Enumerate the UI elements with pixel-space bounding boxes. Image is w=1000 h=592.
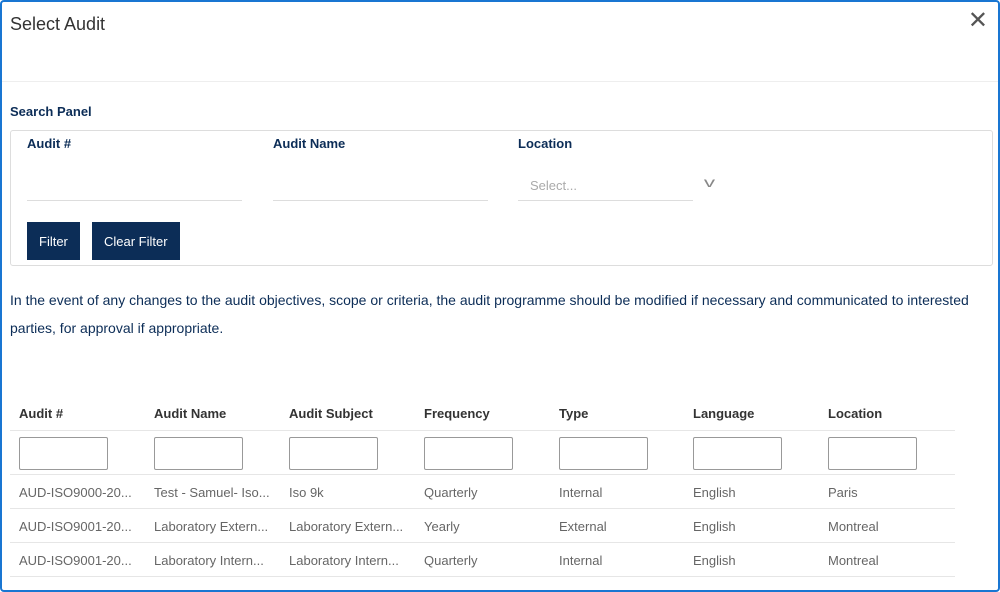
table-cell: AUD-ISO9000-20... <box>19 485 132 500</box>
audit-table: Audit # Audit Name Audit Subject Frequency T… <box>10 398 955 577</box>
table-cell: Test - Samuel- Iso... <box>154 485 270 500</box>
table-row[interactable]: AUD-ISO9001-20... Laboratory Intern... Lab… <box>10 543 955 577</box>
column-header[interactable]: Audit # <box>19 406 64 421</box>
filter-row <box>10 431 955 475</box>
table-cell: External <box>559 519 607 534</box>
modal-title: Select Audit <box>10 14 106 34</box>
table-header: Audit # Audit Name Audit Subject Frequency T… <box>10 398 955 431</box>
location-label: Location <box>518 136 573 151</box>
column-filter-input[interactable] <box>289 437 378 470</box>
column-header[interactable]: Location <box>828 406 883 421</box>
table-cell: Quarterly <box>424 485 478 500</box>
table-cell: Iso 9k <box>289 485 324 500</box>
table-cell: Laboratory Extern... <box>154 519 269 534</box>
table-cell: English <box>693 519 736 534</box>
filter-button[interactable]: Filter <box>27 222 80 260</box>
location-select[interactable]: Select... v <box>518 169 715 201</box>
table-cell: Montreal <box>828 553 879 568</box>
info-note: In the event of any changes to the audit… <box>10 292 969 336</box>
column-header[interactable]: Audit Subject <box>289 406 373 421</box>
table-cell: Laboratory Intern... <box>154 553 264 568</box>
table-cell: AUD-ISO9001-20... <box>19 519 132 534</box>
table-cell: English <box>693 485 736 500</box>
column-filter-input[interactable] <box>828 437 917 470</box>
column-filter-input[interactable] <box>154 437 243 470</box>
table-cell: Montreal <box>828 519 879 534</box>
table-cell: English <box>693 553 736 568</box>
table-cell: AUD-ISO9001-20... <box>19 553 132 568</box>
close-icon[interactable]: ✕ <box>967 7 988 34</box>
chevron-down-icon[interactable]: v <box>703 174 716 190</box>
table-cell: Internal <box>559 553 603 568</box>
audit-number-label: Audit # <box>27 136 72 151</box>
location-placeholder: Select... <box>530 178 577 193</box>
audit-number-input[interactable] <box>27 169 242 201</box>
table-cell: Paris <box>828 485 858 500</box>
audit-name-label: Audit Name <box>273 136 346 151</box>
column-filter-input[interactable] <box>19 437 108 470</box>
table-cell: Quarterly <box>424 553 478 568</box>
column-header[interactable]: Frequency <box>424 406 490 421</box>
audit-name-input[interactable] <box>273 169 488 201</box>
table-cell: Internal <box>559 485 603 500</box>
clear-filter-button[interactable]: Clear Filter <box>92 222 180 260</box>
search-panel-title: Search Panel <box>10 104 92 119</box>
divider <box>2 81 998 82</box>
column-filter-input[interactable] <box>424 437 513 470</box>
table-row[interactable]: AUD-ISO9001-20... Laboratory Extern... Lab… <box>10 509 955 543</box>
column-filter-input[interactable] <box>693 437 782 470</box>
column-header[interactable]: Language <box>693 406 755 421</box>
column-header[interactable]: Type <box>559 406 589 421</box>
table-cell: Yearly <box>424 519 460 534</box>
table-row[interactable]: AUD-ISO9000-20... Test - Samuel- Iso... Is… <box>10 475 955 509</box>
column-header[interactable]: Audit Name <box>154 406 227 421</box>
table-cell: Laboratory Extern... <box>289 519 404 534</box>
table-cell: Laboratory Intern... <box>289 553 399 568</box>
search-panel: Audit # Audit Name Location Select... v … <box>10 130 993 266</box>
column-filter-input[interactable] <box>559 437 648 470</box>
